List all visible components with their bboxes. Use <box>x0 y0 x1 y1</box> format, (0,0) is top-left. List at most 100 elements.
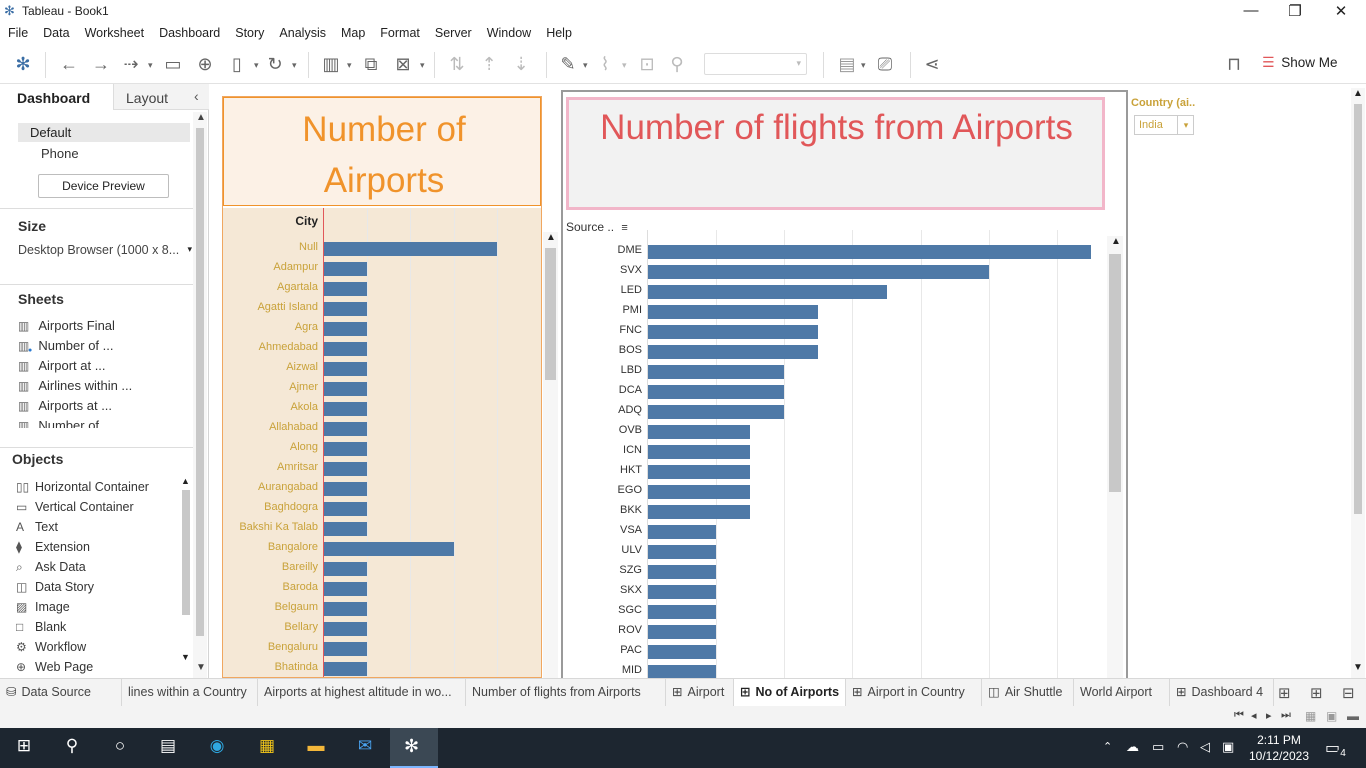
task-view-icon[interactable]: ▤ <box>159 736 177 755</box>
bar[interactable] <box>648 425 751 439</box>
tab-layout[interactable]: Layout ‹ <box>113 84 209 110</box>
menu-help[interactable]: Help <box>546 26 572 40</box>
sheet-tab[interactable]: World Airport <box>1074 679 1170 707</box>
dashboard-scrollbar[interactable]: ▲ ▼ <box>1351 88 1365 678</box>
y-tick-label[interactable]: PAC <box>620 644 642 656</box>
show-filmstrip-icon[interactable]: ▦ <box>1305 709 1317 723</box>
y-tick-label[interactable]: LBD <box>620 364 642 376</box>
sheet-tab[interactable]: ⊞ Airport <box>666 679 734 707</box>
show-tabs-icon[interactable]: ▬ <box>1347 709 1359 723</box>
pin-icon[interactable]: ⚲ <box>670 54 684 74</box>
clock[interactable]: 2:11 PM 10/12/2023 <box>1246 732 1312 764</box>
redo-icon[interactable]: → <box>92 54 110 74</box>
show-me-button[interactable]: ☰ Show Me <box>1262 54 1337 74</box>
group-icon[interactable]: ⌇ <box>600 54 610 74</box>
size-select[interactable]: Desktop Browser (1000 x 8... ▾ <box>18 243 192 257</box>
show-cards-icon[interactable]: ▤ <box>838 54 856 74</box>
sheet-item[interactable]: ▥ Airports at ... <box>18 398 112 413</box>
sheet-tab[interactable]: lines within a Country <box>122 679 258 707</box>
store-icon[interactable]: ▦ <box>258 736 276 755</box>
y-tick-label[interactable]: Bakshi Ka Talab <box>239 521 318 533</box>
y-tick-label[interactable]: LED <box>620 284 642 296</box>
bar[interactable] <box>324 502 368 516</box>
last-sheet-icon[interactable]: ⏭ <box>1281 709 1291 721</box>
bar[interactable] <box>324 242 497 256</box>
y-tick-label[interactable]: Agatti Island <box>257 301 318 313</box>
language-icon[interactable]: ▣ <box>1222 739 1235 754</box>
y-tick-label[interactable]: Amritsar <box>277 461 318 473</box>
search-icon[interactable]: ⚲ <box>65 736 79 755</box>
y-tick-label[interactable]: Aurangabad <box>258 481 318 493</box>
tab-dashboard[interactable]: Dashboard <box>0 84 113 110</box>
y-tick-label[interactable]: Baghdogra <box>264 501 318 513</box>
bar[interactable] <box>648 565 717 579</box>
bar[interactable] <box>648 465 751 479</box>
dropdown-arrow-icon[interactable]: ▾ <box>622 60 627 70</box>
pause-updates-icon[interactable]: ▯ <box>232 54 242 74</box>
y-tick-label[interactable]: VSA <box>619 524 642 536</box>
y-tick-label[interactable]: PMI <box>622 304 642 316</box>
wifi-icon[interactable]: ◠ <box>1177 739 1189 754</box>
y-tick-label[interactable]: ROV <box>618 624 642 636</box>
fit-select[interactable]: ▾ <box>704 53 807 75</box>
y-tick-label[interactable]: Aizwal <box>286 361 318 373</box>
y-tick-label[interactable]: Baroda <box>282 581 318 593</box>
menu-window[interactable]: Window <box>486 26 532 40</box>
bar[interactable] <box>324 422 368 436</box>
y-tick-label[interactable]: SGC <box>618 604 642 616</box>
object-item[interactable]: ⧫ Extension <box>16 540 90 554</box>
tableau-home-icon[interactable]: ✻ <box>15 54 31 74</box>
dropdown-arrow-icon[interactable]: ▾ <box>148 60 153 70</box>
y-tick-label[interactable]: Bellary <box>284 621 318 633</box>
object-item[interactable]: ▯▯ Horizontal Container <box>16 480 149 494</box>
first-sheet-icon[interactable]: ⏮ <box>1234 709 1244 721</box>
bar[interactable] <box>648 245 1091 259</box>
bar[interactable] <box>324 262 368 276</box>
bar[interactable] <box>648 385 785 399</box>
bar[interactable] <box>648 485 751 499</box>
sheet-item[interactable]: ▥ Airlines within ... <box>18 378 132 393</box>
bar[interactable] <box>324 282 368 296</box>
bar[interactable] <box>324 382 368 396</box>
label-icon[interactable]: ⊡ <box>639 54 655 74</box>
airports-chart-scrollbar[interactable]: ▲ <box>543 232 558 678</box>
sort-descending-icon[interactable]: ⇣ <box>513 54 529 74</box>
bar[interactable] <box>324 342 368 356</box>
y-tick-label[interactable]: Adampur <box>273 261 318 273</box>
sort-icon[interactable]: ≡ <box>621 222 628 234</box>
y-tick-label[interactable]: BKK <box>619 504 642 516</box>
sheet-item[interactable]: ▥ Number of ... <box>18 418 113 428</box>
y-tick-label[interactable]: SZG <box>619 564 642 576</box>
bar[interactable] <box>324 482 368 496</box>
bar[interactable] <box>324 462 368 476</box>
tableau-taskbar-button[interactable]: ✻ <box>390 728 438 768</box>
menu-data[interactable]: Data <box>43 26 70 40</box>
y-tick-label[interactable]: BOS <box>618 344 642 356</box>
y-tick-label[interactable]: Akola <box>290 401 318 413</box>
presentation-mode-icon[interactable]: ⎚ <box>877 54 893 74</box>
menu-worksheet[interactable]: Worksheet <box>84 26 145 40</box>
restore-icon[interactable]: ❐ <box>1288 3 1302 20</box>
dropdown-arrow-icon[interactable]: ▾ <box>861 60 866 70</box>
dropdown-arrow-icon[interactable]: ▾ <box>347 60 352 70</box>
menu-map[interactable]: Map <box>340 26 366 40</box>
bar[interactable] <box>648 325 819 339</box>
bar[interactable] <box>648 405 785 419</box>
country-filter-select[interactable]: India ▾ <box>1134 115 1194 135</box>
clear-sheet-icon[interactable]: ⊠ <box>395 54 411 74</box>
bar[interactable] <box>648 345 819 359</box>
dropdown-arrow-icon[interactable]: ▾ <box>583 60 588 70</box>
y-tick-label[interactable]: Allahabad <box>269 421 318 433</box>
airports-chart[interactable]: City Null Adampur Agartala Agatti Island Agr… <box>223 208 541 677</box>
bar[interactable] <box>324 542 454 556</box>
y-tick-label[interactable]: DCA <box>618 384 642 396</box>
file-explorer-icon[interactable]: ▬ <box>307 736 325 755</box>
collapse-pane-icon[interactable]: ‹ <box>194 88 199 104</box>
y-tick-label[interactable]: Ajmer <box>289 381 318 393</box>
bar[interactable] <box>324 362 368 376</box>
y-tick-label[interactable]: OVB <box>618 424 642 436</box>
new-worksheet-icon[interactable]: ⊞ <box>1278 685 1291 702</box>
y-tick-label[interactable]: Bengaluru <box>267 641 318 653</box>
bar[interactable] <box>648 545 717 559</box>
dropdown-arrow-icon[interactable]: ▾ <box>292 60 297 70</box>
